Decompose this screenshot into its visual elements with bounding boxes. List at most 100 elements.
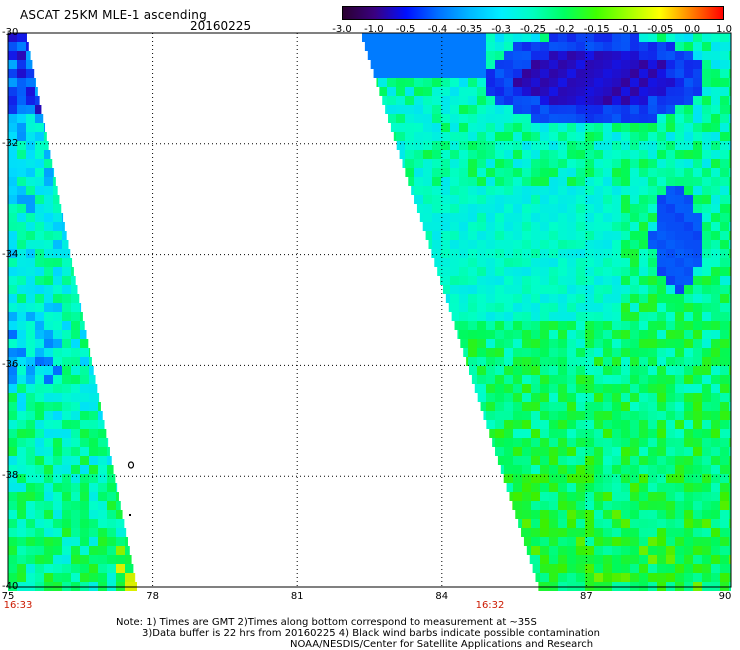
data-cell <box>684 384 693 393</box>
data-cell <box>648 285 657 294</box>
data-cell <box>603 348 612 357</box>
data-cell <box>504 186 513 195</box>
data-cell <box>26 573 35 582</box>
data-cell <box>729 222 731 231</box>
data-cell <box>17 231 26 240</box>
data-cell <box>684 33 693 42</box>
data-cell <box>486 384 495 393</box>
data-cell <box>585 564 594 573</box>
data-cell <box>17 411 26 420</box>
data-cell <box>17 546 26 555</box>
data-cell <box>423 195 432 204</box>
color-scale-label: 1.0 <box>716 24 732 35</box>
data-cell <box>648 150 657 159</box>
data-cell <box>702 456 711 465</box>
data-cell <box>657 546 666 555</box>
data-cell <box>621 33 630 42</box>
data-cell <box>567 510 576 519</box>
data-cell <box>471 375 481 384</box>
data-cell <box>702 546 711 555</box>
data-cell <box>513 501 522 510</box>
data-cell <box>486 366 495 375</box>
data-cell <box>702 123 711 132</box>
data-cell <box>441 213 450 222</box>
data-cell <box>567 78 576 87</box>
data-cell <box>648 573 657 582</box>
data-cell <box>585 249 594 258</box>
data-cell <box>432 222 441 231</box>
data-cell <box>540 78 549 87</box>
data-cell <box>477 339 486 348</box>
data-cell <box>62 420 71 429</box>
data-cell <box>621 366 630 375</box>
data-cell <box>558 384 567 393</box>
data-cell <box>8 474 17 483</box>
data-cell <box>531 447 540 456</box>
data-cell <box>35 123 44 132</box>
data-cell <box>594 285 603 294</box>
data-cell <box>594 303 603 312</box>
data-cell <box>522 195 531 204</box>
data-cell <box>639 96 648 105</box>
data-cell <box>53 258 62 267</box>
data-cell <box>657 474 666 483</box>
data-cell <box>567 105 576 114</box>
data-cell <box>405 150 414 159</box>
data-cell <box>441 186 450 195</box>
data-cell <box>585 294 594 303</box>
data-cell <box>612 168 621 177</box>
data-cell <box>657 249 666 258</box>
data-cell <box>540 348 549 357</box>
data-cell <box>44 411 53 420</box>
data-cell <box>621 420 630 429</box>
data-cell <box>648 537 657 546</box>
data-cell <box>729 465 731 474</box>
data-cell <box>558 60 567 69</box>
data-cell <box>612 519 621 528</box>
data-cell <box>8 519 17 528</box>
data-cell <box>477 222 486 231</box>
data-cell <box>441 60 450 69</box>
data-cell <box>522 114 531 123</box>
data-cell <box>549 537 558 546</box>
data-cell <box>513 231 522 240</box>
data-cell <box>441 267 450 276</box>
data-cell <box>387 69 396 78</box>
data-cell <box>468 312 477 321</box>
data-cell <box>612 420 621 429</box>
data-cell <box>17 204 26 213</box>
data-cell <box>630 276 639 285</box>
data-cell <box>558 366 567 375</box>
data-cell <box>17 312 26 321</box>
data-cell <box>441 240 450 249</box>
data-cell <box>702 312 711 321</box>
data-cell <box>603 321 612 330</box>
data-cell <box>567 411 576 420</box>
data-cell <box>71 294 80 303</box>
data-cell <box>522 483 531 492</box>
data-cell <box>450 240 459 249</box>
data-cell <box>35 438 44 447</box>
data-cell <box>531 357 540 366</box>
data-cell <box>540 33 549 42</box>
data-cell <box>450 69 459 78</box>
data-cell <box>567 447 576 456</box>
data-cell <box>495 276 504 285</box>
data-cell <box>26 69 35 78</box>
data-cell <box>594 573 603 582</box>
data-cell <box>684 411 693 420</box>
data-cell <box>506 483 516 492</box>
data-cell <box>666 78 675 87</box>
data-cell <box>558 474 567 483</box>
data-cell <box>540 447 549 456</box>
data-cell <box>594 42 603 51</box>
data-cell <box>585 60 594 69</box>
data-cell <box>630 393 639 402</box>
data-cell <box>657 114 666 123</box>
data-cell <box>693 573 702 582</box>
data-cell <box>675 285 684 294</box>
data-cell <box>35 537 44 546</box>
data-cell <box>26 510 35 519</box>
data-cell <box>414 132 423 141</box>
data-cell <box>44 483 53 492</box>
